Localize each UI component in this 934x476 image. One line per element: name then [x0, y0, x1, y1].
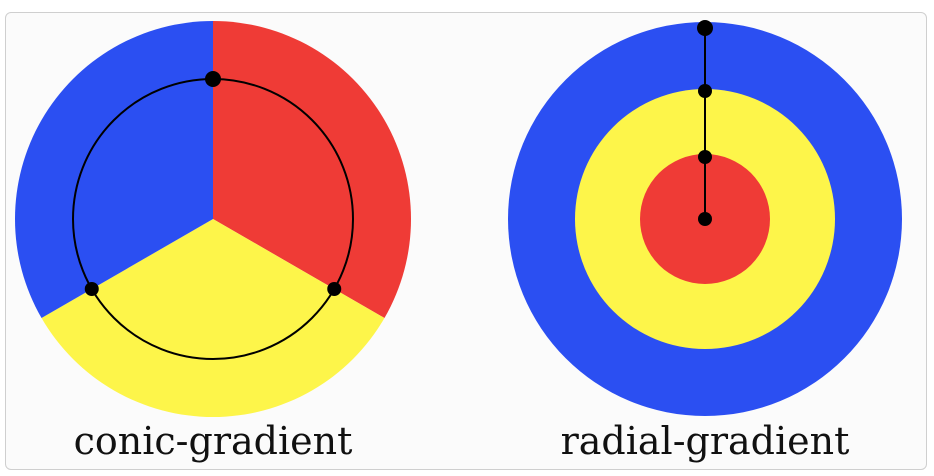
conic-stop-marker: [205, 71, 221, 87]
radial-stop-marker: [698, 84, 712, 98]
conic-sector-red: [213, 21, 411, 318]
conic-gradient-disc: [14, 21, 411, 417]
conic-gradient-label: conic-gradient: [73, 419, 353, 463]
conic-stop-marker: [327, 282, 342, 296]
radial-gradient-label: radial-gradient: [560, 419, 850, 463]
conic-stop-marker: [84, 282, 99, 296]
radial-stop-marker: [698, 212, 712, 226]
radial-stop-marker: [697, 20, 713, 36]
radial-stop-marker: [698, 150, 712, 164]
radial-gradient-disc: [508, 20, 902, 416]
conic-sector-blue: [14, 21, 213, 318]
